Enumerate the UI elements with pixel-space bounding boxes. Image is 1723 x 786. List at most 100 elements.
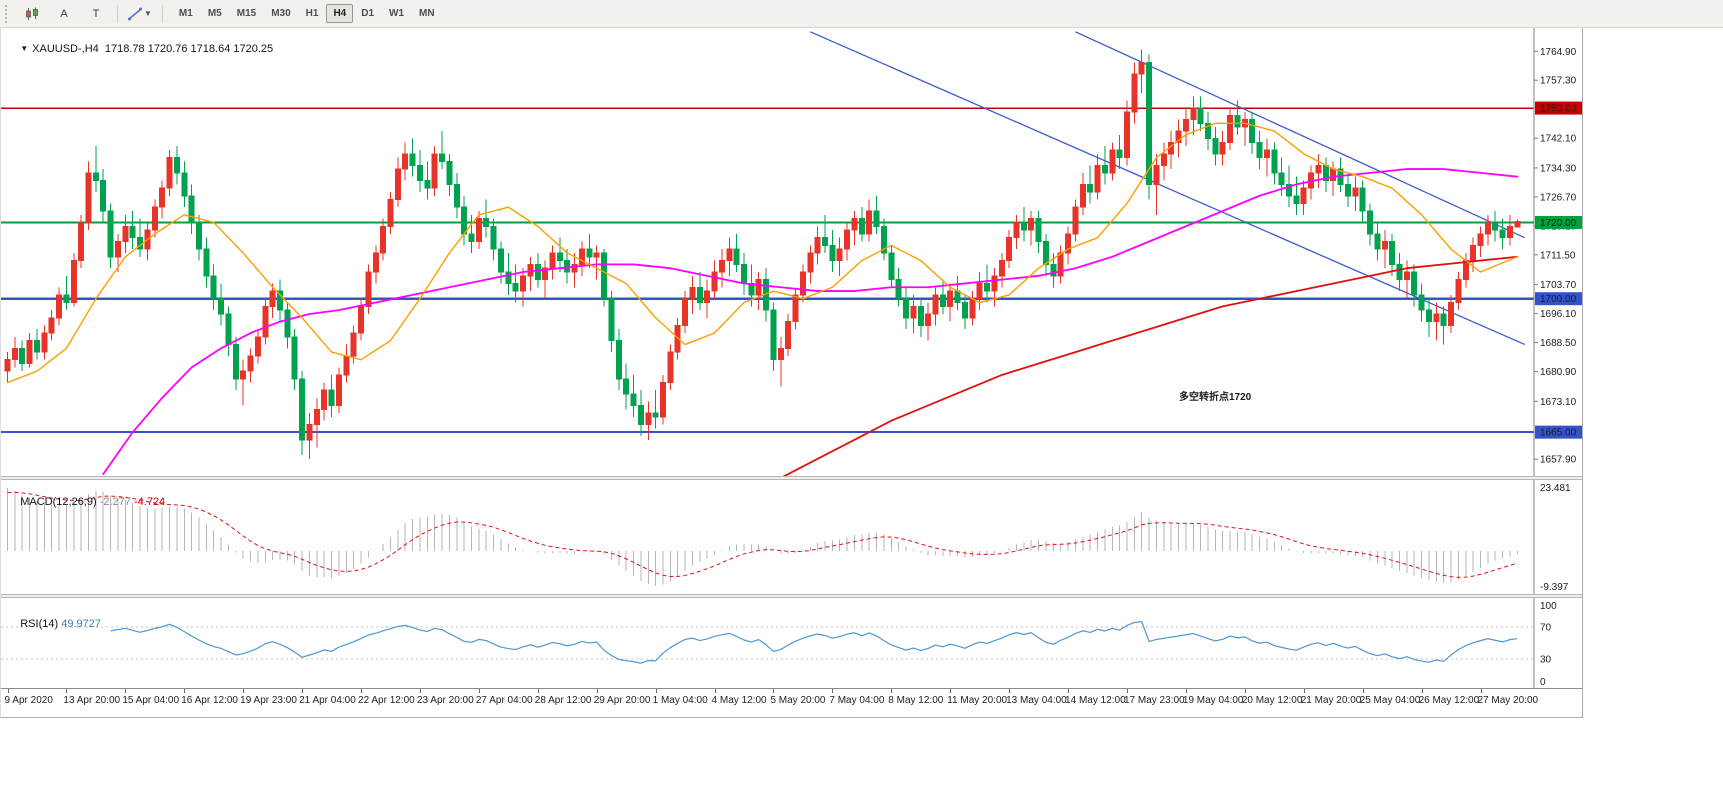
time-axis-tick [1362,689,1364,693]
timeframe-button-M5[interactable]: M5 [207,8,222,19]
rsi-line [110,621,1518,664]
chart-window: ▼ XAUUSD-,H4 1718.78 1720.76 1718.64 1720… [0,28,1583,718]
text-tool-button[interactable]: T [92,7,100,20]
toolbar-grip[interactable] [5,4,11,23]
time-axis-tick [714,689,716,693]
time-axis-label: 13 Apr 20:00 [63,695,121,706]
time-axis-tick [950,689,952,693]
price-chart-panel[interactable]: 多空转折点1720 1764.90 1757.30 1742.10 1734.30 172… [1,28,1584,476]
rsi-axis[interactable]: 100 70 30 0 [1533,598,1557,688]
trendline-tool-icon [128,7,142,20]
time-axis-tick [832,689,834,693]
price-axis-label: 1696.10 [1540,309,1577,320]
horizontal-level-lines[interactable] [1,107,1534,434]
time-axis-tick [655,689,657,693]
time-axis-label: 27 Apr 04:00 [475,695,533,706]
price-axis-label: 1757.30 [1540,76,1577,87]
time-axis-label: 11 May 20:00 [947,695,1008,706]
price-axis-label: 1726.70 [1540,192,1577,203]
price-axis-label: 1734.30 [1540,163,1577,174]
price-axis-label: 1742.10 [1540,134,1577,145]
drawing-tools-dropdown[interactable]: ▼ [123,2,157,26]
top-toolbar: A T ▼ M1 M5 M15 M30 H1 H4 D1 W1 MN [0,0,1723,28]
price-line-tag-label: 1700.00 [1540,294,1577,305]
ma-slow-line [782,255,1519,476]
ma-fast-line [6,122,1519,384]
timeframe-button-H1[interactable]: H1 [305,8,319,19]
price-line-tag [1535,215,1582,229]
time-axis-label: 23 Apr 20:00 [416,695,474,706]
panel-splitter[interactable] [1,594,1582,598]
price-axis-label: 1688.50 [1540,338,1577,349]
timeframe-button-MN[interactable]: MN [419,8,435,19]
time-axis-tick [1126,689,1128,693]
timeframe-button-M15[interactable]: M15 [236,8,257,19]
macd-histogram [7,488,1518,586]
rsi-axis-label: 30 [1540,655,1552,666]
timeframe-button-W1[interactable]: W1 [389,8,405,19]
time-axis-tick [1009,689,1011,693]
rsi-panel[interactable]: 100 70 30 0 [1,598,1584,688]
time-axis-label: 17 May 23:00 [1123,695,1185,706]
time-axis-tick [773,689,775,693]
price-axis-label: 1764.90 [1540,47,1577,58]
price-axis-label: 1703.70 [1540,280,1577,291]
time-axis-label: 20 May 12:00 [1241,695,1303,706]
time-axis-tick [1244,689,1246,693]
rsi-axis-label: 70 [1540,623,1552,634]
macd-panel[interactable]: 23.481 -9.397 [1,480,1584,594]
timeframe-button-M1[interactable]: M1 [178,8,193,19]
annotation-a-button[interactable]: A [60,7,68,20]
time-axis-label: 7 May 04:00 [829,695,885,706]
time-axis-label: 19 Apr 23:00 [240,695,297,706]
candlestick-chart-icon[interactable] [16,2,48,26]
time-axis-label: 5 May 20:00 [770,695,826,706]
timeframe-button-H4[interactable]: H4 [326,4,354,23]
time-axis-tick [596,689,598,693]
price-axis-label: 1711.50 [1540,250,1576,261]
price-axis[interactable]: 1764.901757.301742.101734.301726.701719.… [1533,28,1582,476]
time-axis-tick [1480,689,1482,693]
time-axis-tick [419,689,421,693]
time-axis-label: 19 May 04:00 [1182,695,1244,706]
time-axis-tick [1068,689,1070,693]
time-axis-tick [1185,689,1187,693]
rsi-axis-label: 100 [1540,601,1557,612]
time-axis-label: 25 May 04:00 [1359,695,1421,706]
time-axis-tick [478,689,480,693]
time-axis-label: 15 Apr 04:00 [122,695,180,706]
chinese-annotation[interactable]: 多空转折点1720 [1179,390,1252,403]
price-axis-label: 1680.90 [1540,367,1577,378]
candles [4,49,1521,459]
time-axis-label: 9 Apr 2020 [4,695,53,706]
time-axis-label: 21 Apr 04:00 [299,695,356,706]
macd-signal-line [7,491,1518,578]
time-axis[interactable]: 9 Apr 2020 13 Apr 20:00 15 Apr 04:00 16 Apr… [1,688,1582,709]
timeframe-toolbar: M1 M5 M15 M30 H1 H4 D1 W1 MN [172,4,442,23]
price-line-tag [1535,101,1582,115]
toolbar-separator [117,4,118,23]
rsi-axis-label: 0 [1540,677,1546,688]
time-axis-label: 14 May 12:00 [1065,695,1126,706]
price-line-tag [1535,425,1582,439]
time-axis-tick [125,689,127,693]
candlestick-chart-icon-glyph [25,7,38,20]
time-axis-label: 1 May 04:00 [652,695,708,706]
time-axis-tick [184,689,186,693]
time-axis-tick [537,689,539,693]
time-axis-tick [1421,689,1423,693]
time-axis-tick [891,689,893,693]
time-axis-label: 16 Apr 12:00 [181,695,238,706]
macd-axis[interactable]: 23.481 -9.397 [1533,480,1571,594]
panel-splitter[interactable] [1,476,1582,480]
chevron-down-icon: ▼ [144,9,152,18]
time-axis-tick [66,689,68,693]
time-axis-label: 4 May 12:00 [711,695,767,706]
time-axis-tick [1303,689,1305,693]
price-line-tag-label: 1665.00 [1540,428,1577,439]
timeframe-button-D1[interactable]: D1 [361,8,375,19]
time-axis-tick [243,689,245,693]
timeframe-button-M30[interactable]: M30 [271,8,291,19]
time-axis-label: 28 Apr 12:00 [534,695,592,706]
toolbar-separator [161,4,163,23]
